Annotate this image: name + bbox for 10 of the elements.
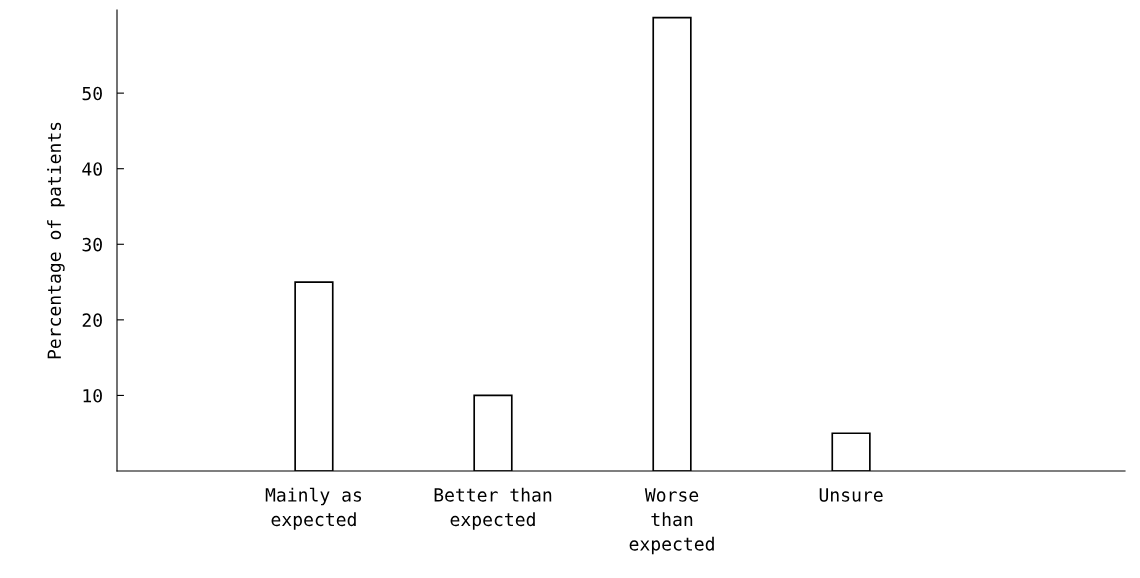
y-tick-label: 20: [82, 313, 102, 328]
y-tick-label: 40: [82, 162, 102, 176]
y-axis-title: Percentage of patients: [47, 122, 65, 359]
x-tick-label: Mainly as expected: [265, 487, 362, 530]
x-tick-label: Better than expected: [434, 487, 552, 530]
x-tick-label: Unsure: [819, 488, 883, 502]
y-tick-label: 30: [82, 237, 102, 252]
y-tick-label: 50: [82, 86, 102, 101]
y-tick-label: 10: [83, 388, 102, 403]
x-tick-label: Worse than expected: [629, 488, 714, 555]
